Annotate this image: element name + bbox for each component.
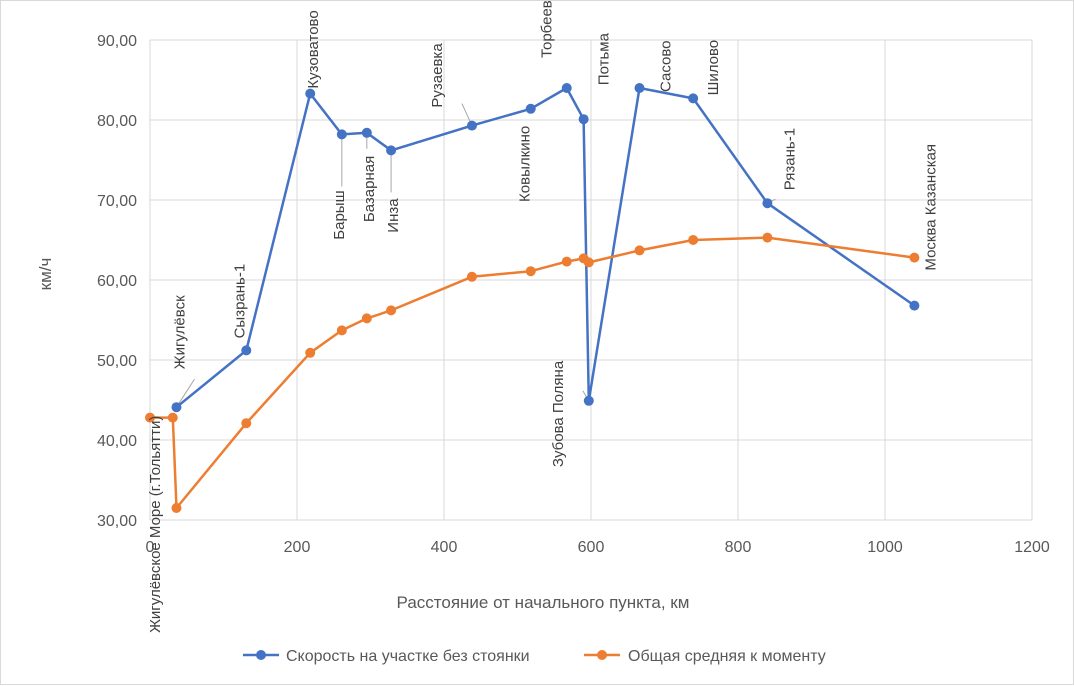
- y-axis-title: км/ч: [36, 258, 55, 291]
- x-tick-label: 800: [725, 539, 752, 556]
- x-tick-label: 200: [284, 539, 311, 556]
- y-tick-label: 90,00: [97, 33, 137, 50]
- data-point-speed: [634, 83, 645, 93]
- station-label: Сасово: [658, 41, 675, 93]
- station-label: Торбеево: [539, 1, 556, 58]
- station-label: Базарная: [361, 156, 378, 222]
- station-label: Кузоватово: [305, 10, 322, 88]
- data-point-average: [145, 412, 155, 423]
- data-point-average: [634, 245, 645, 256]
- x-tick-label: 400: [431, 539, 458, 556]
- data-labels: Жигулёвское Море (г.Тольятти) Жигулёвск Сы…: [147, 1, 939, 633]
- data-point-speed: [583, 395, 594, 406]
- label-leader-lines: [176, 103, 776, 408]
- data-point-average: [171, 503, 182, 513]
- legend-label-average: Общая средняя к моменту: [628, 648, 826, 665]
- data-point-average: [561, 256, 572, 267]
- legend-label-speed: Скорость на участке без стоянки: [286, 648, 530, 665]
- data-point-speed: [361, 127, 372, 138]
- data-point-average: [336, 325, 347, 336]
- data-point-average: [466, 271, 477, 282]
- data-point-speed: [561, 83, 572, 93]
- axes: 30,00 40,00 50,00 60,00 70,00 80,00 90,00 0 200 4…: [97, 33, 1050, 556]
- x-tick-label: 600: [578, 539, 605, 556]
- data-point-average: [241, 418, 252, 429]
- station-label: Инза: [385, 198, 402, 233]
- y-tick-label: 70,00: [97, 193, 137, 210]
- station-label: Рязань-1: [781, 128, 798, 190]
- x-tick-label: 1000: [867, 539, 903, 556]
- y-tick-label: 80,00: [97, 113, 137, 130]
- data-point-average: [167, 412, 178, 423]
- data-point-average: [688, 235, 699, 245]
- data-point-average: [525, 266, 536, 277]
- data-point-speed: [336, 129, 347, 140]
- station-label: Потьма: [596, 32, 613, 85]
- data-point-speed: [305, 88, 316, 99]
- station-label: Шилово: [705, 40, 722, 96]
- label-leader-line: [176, 378, 195, 408]
- y-tick-label: 40,00: [97, 433, 137, 450]
- data-point-speed: [909, 300, 920, 311]
- data-point-speed: [762, 198, 773, 209]
- station-label: Сызрань-1: [231, 264, 248, 339]
- data-point-speed: [578, 114, 589, 125]
- legend: Скорость на участке без стоянки Общая ср…: [243, 648, 826, 665]
- series-line-speed: [175, 86, 916, 409]
- station-label: Зубова Поляна: [550, 360, 567, 467]
- station-label: Москва Казанская: [922, 144, 939, 271]
- data-point-average: [386, 305, 397, 316]
- data-point-average: [583, 257, 594, 268]
- data-point-speed: [386, 145, 397, 156]
- legend-marker-speed: [256, 650, 266, 660]
- data-point-average: [361, 313, 372, 324]
- station-label: Ковылкино: [517, 126, 534, 202]
- data-point-speed: [688, 93, 699, 104]
- station-label: Рузаевка: [429, 43, 446, 108]
- x-tick-label: 1200: [1014, 539, 1050, 556]
- data-point-average: [909, 252, 920, 263]
- data-point-speed: [241, 345, 252, 356]
- y-tick-label: 50,00: [97, 353, 137, 370]
- data-point-average: [762, 232, 773, 243]
- data-point-average: [305, 347, 316, 358]
- legend-marker-average: [597, 650, 607, 660]
- station-label: Жигулёвск: [172, 295, 189, 369]
- x-axis-title: Расстояние от начального пункта, км: [397, 593, 690, 612]
- data-point-speed: [171, 402, 182, 413]
- y-tick-label: 30,00: [97, 513, 137, 530]
- station-label: Жигулёвское Море (г.Тольятти): [147, 416, 164, 633]
- series: [145, 83, 920, 513]
- station-label: Барыш: [331, 190, 348, 239]
- data-point-speed: [466, 120, 477, 131]
- y-tick-label: 60,00: [97, 273, 137, 290]
- gridlines: [149, 39, 1033, 521]
- data-point-speed: [525, 103, 536, 114]
- x-tick-label: 0: [146, 539, 155, 556]
